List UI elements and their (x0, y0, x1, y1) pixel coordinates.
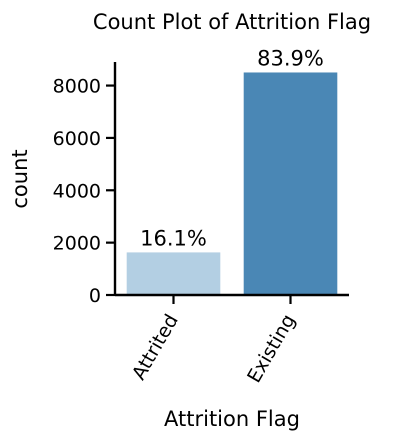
x-tick-label: Attrited (128, 311, 183, 384)
x-axis-label: Attrition Flag (164, 407, 300, 431)
bar-group (126, 72, 338, 295)
bar-value-label: 83.9% (257, 46, 324, 70)
bar-existing (243, 72, 338, 295)
y-tick-group: 0 2000 4000 6000 8000 (53, 76, 115, 307)
y-tick-label: 6000 (53, 128, 101, 150)
bar-attrited (126, 252, 221, 295)
y-tick-label: 2000 (53, 233, 101, 255)
bar-value-label: 16.1% (140, 226, 207, 250)
bar-label-group: 16.1% 83.9% (140, 46, 324, 250)
y-tick-label: 0 (89, 285, 101, 307)
x-tick-label: Existing (243, 311, 300, 387)
y-tick-label: 8000 (53, 76, 101, 98)
x-tick-group: Attrited Existing (128, 295, 300, 387)
y-axis-label: count (8, 149, 32, 208)
y-tick-label: 4000 (53, 180, 101, 202)
chart-title: Count Plot of Attrition Flag (93, 10, 371, 34)
